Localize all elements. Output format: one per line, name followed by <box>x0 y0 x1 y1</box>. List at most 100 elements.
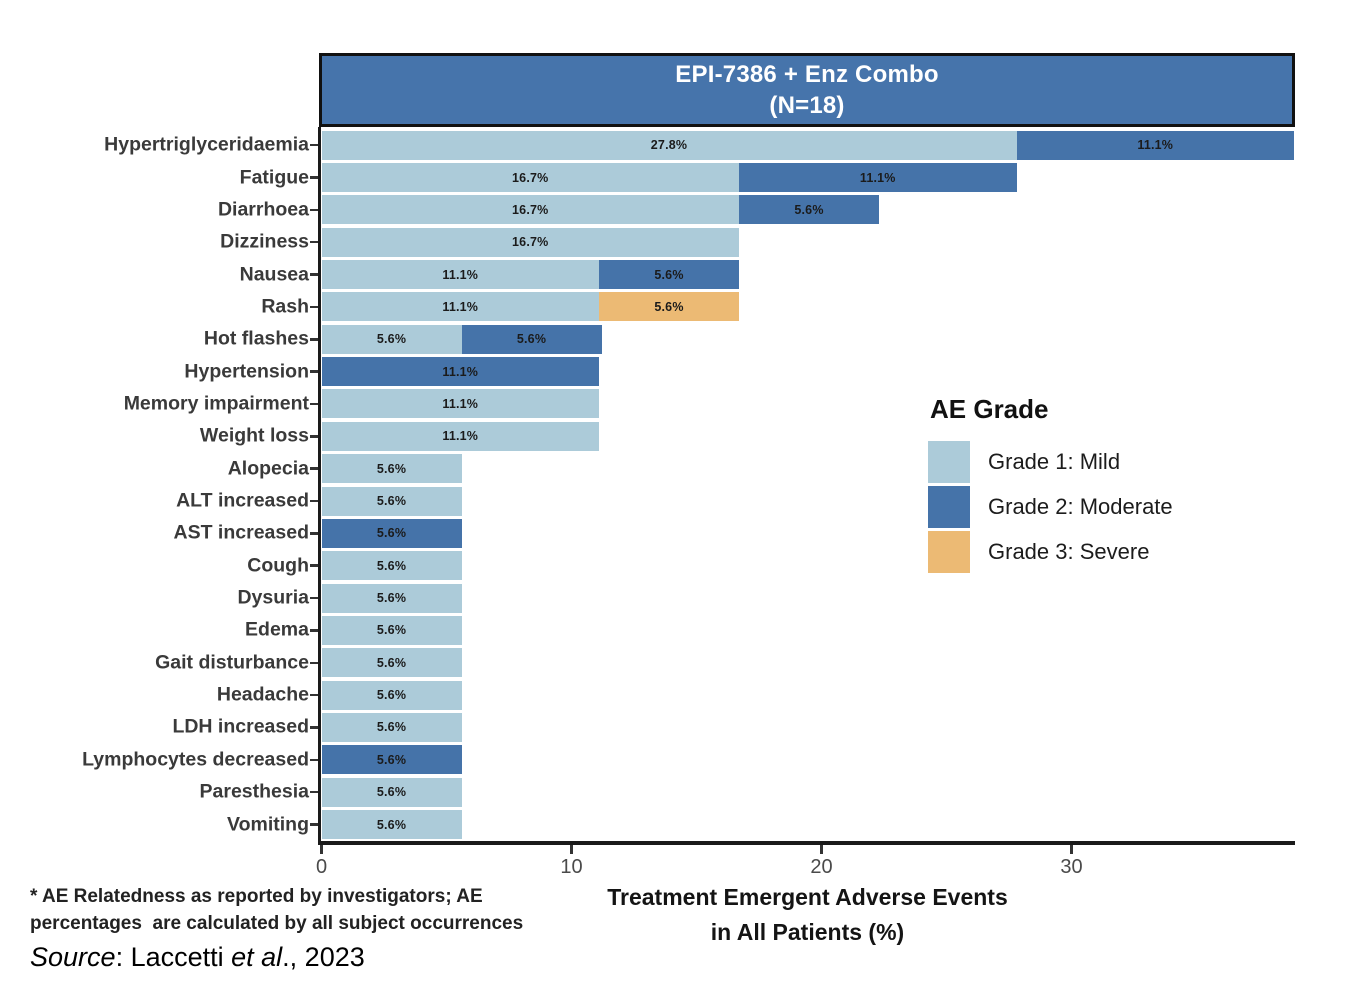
legend: AE Grade Grade 1: Mild Grade 2: Moderate G… <box>928 394 1173 576</box>
legend-label: Grade 1: Mild <box>988 449 1121 474</box>
y-tick <box>310 338 318 341</box>
bar-value-label: 5.6% <box>376 332 407 347</box>
row-label: Nausea <box>239 263 309 286</box>
bar-segment: 5.6% <box>461 324 602 354</box>
bar-value-label: 16.7% <box>512 202 549 217</box>
row-label: Diarrhoea <box>217 198 309 221</box>
bar-value-label: 5.6% <box>376 817 407 832</box>
legend-item: Grade 1: Mild <box>928 441 1173 483</box>
row-label: Weight loss <box>199 424 309 447</box>
bar-segment: 5.6% <box>599 292 739 322</box>
x-axis-title-line2: in All Patients (%) <box>710 918 905 945</box>
x-tick <box>820 845 823 854</box>
row-label: Hypertension <box>184 360 309 383</box>
source-author: : Laccetti <box>115 942 232 972</box>
bar-value-label: 5.6% <box>376 623 407 638</box>
bar-value-label: 11.1% <box>442 299 479 314</box>
y-tick <box>310 823 318 826</box>
bar-segment: 27.8% <box>321 130 1017 160</box>
row-label: Paresthesia <box>199 780 310 803</box>
bar-value-label: 5.6% <box>376 526 407 541</box>
bar-value-label: 11.1% <box>442 267 479 282</box>
bar-segment: 5.6% <box>321 518 462 548</box>
y-tick <box>310 176 318 179</box>
row-label: LDH increased <box>172 715 309 738</box>
row-label: Memory impairment <box>123 392 309 415</box>
bar-value-label: 5.6% <box>376 785 407 800</box>
bar-value-label: 5.6% <box>376 558 407 573</box>
y-tick <box>310 467 318 470</box>
bar-segment: 5.6% <box>599 260 739 290</box>
row-label: ALT increased <box>176 489 309 512</box>
y-axis-line <box>318 127 321 845</box>
x-axis-title: Treatment Emergent Adverse Events in All… <box>321 880 1294 949</box>
legend-item: Grade 3: Severe <box>928 531 1173 573</box>
x-axis-line <box>318 841 1295 845</box>
source-year: ., 2023 <box>282 942 365 972</box>
bar-segment: 11.1% <box>321 389 599 419</box>
footnote-line2: percentages are calculated by all subjec… <box>30 912 524 934</box>
y-tick <box>310 693 318 697</box>
row-label: Rash <box>261 295 309 318</box>
row-label: Hot flashes <box>203 327 309 350</box>
bar-segment: 5.6% <box>321 648 462 678</box>
footnote-line1: * AE Relatedness as reported by investig… <box>30 886 483 907</box>
y-tick <box>310 532 318 535</box>
row-label: Lymphocytes decreased <box>82 748 309 771</box>
y-tick <box>310 758 318 762</box>
x-tick <box>1070 845 1073 854</box>
y-tick <box>310 402 318 406</box>
footnote: * AE Relatedness as reported by investig… <box>30 884 523 937</box>
row-label: Fatigue <box>239 166 309 189</box>
bar-value-label: 5.6% <box>376 494 407 509</box>
row-label: Cough <box>247 554 309 577</box>
bar-value-label: 11.1% <box>442 429 479 444</box>
bar-value-label: 5.6% <box>376 688 407 703</box>
legend-title: AE Grade <box>930 394 1049 424</box>
y-tick <box>310 596 318 600</box>
bar-segment: 5.6% <box>321 615 462 645</box>
legend-label: Grade 2: Moderate <box>988 494 1173 519</box>
y-tick <box>310 273 318 276</box>
bar-segment: 5.6% <box>321 745 462 775</box>
legend-swatch <box>928 531 970 573</box>
row-label: Alopecia <box>227 457 309 480</box>
bar-value-label: 5.6% <box>376 752 407 767</box>
x-tick <box>320 845 323 854</box>
y-tick <box>310 240 318 244</box>
bar-segment: 16.7% <box>321 227 739 257</box>
bar-value-label: 5.6% <box>376 461 407 476</box>
bar-segment: 5.6% <box>321 583 462 613</box>
row-label: Headache <box>216 683 309 706</box>
bar-segment: 11.1% <box>321 260 599 290</box>
y-tick <box>310 143 318 147</box>
chart-subtitle: (N=18) <box>769 92 845 119</box>
y-tick <box>310 726 318 729</box>
y-tick <box>310 370 318 373</box>
y-tick <box>310 790 318 794</box>
chart-title-box: EPI-7386 + Enz Combo (N=18) <box>319 53 1295 127</box>
legend-swatch <box>928 486 970 528</box>
bar-segment: 5.6% <box>321 324 462 354</box>
bar-value-label: 27.8% <box>650 138 688 153</box>
bar-segment: 11.1% <box>321 357 599 387</box>
bar-value-label: 5.6% <box>376 720 407 735</box>
bar-segment: 16.7% <box>321 163 739 193</box>
y-tick <box>310 564 318 567</box>
bar-segment: 16.7% <box>321 195 739 225</box>
source-line: Source: Laccetti et al., 2023 <box>30 942 365 973</box>
row-label: Vomiting <box>227 813 309 836</box>
chart-title: EPI-7386 + Enz Combo <box>675 60 939 88</box>
y-tick <box>310 208 318 212</box>
y-tick <box>310 305 318 309</box>
bar-value-label: 11.1% <box>442 364 479 379</box>
bar-value-label: 16.7% <box>512 170 549 185</box>
bar-value-label: 5.6% <box>794 202 824 217</box>
bar-segment: 11.1% <box>739 163 1017 193</box>
bar-segment: 5.6% <box>321 680 462 710</box>
bar-value-label: 11.1% <box>859 170 896 185</box>
bar-segment: 5.6% <box>321 551 462 581</box>
x-tick-label: 0 <box>315 856 328 878</box>
bar-segment: 5.6% <box>321 712 462 742</box>
